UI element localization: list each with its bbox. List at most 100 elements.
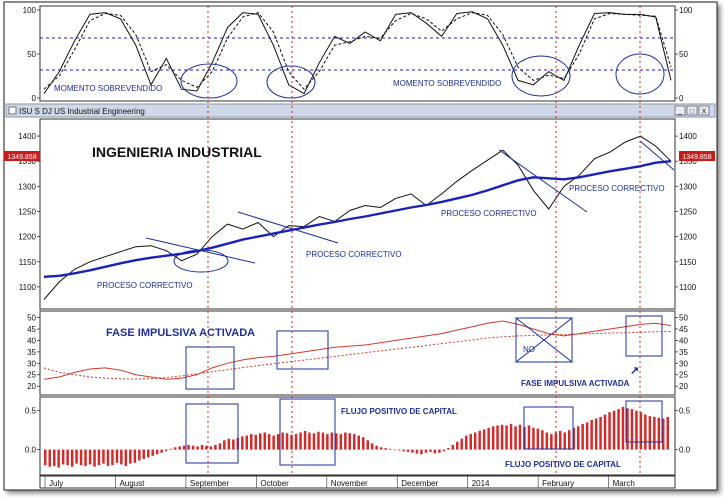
flow-bar xyxy=(57,449,60,468)
y-tick-label: 1300 xyxy=(679,182,697,191)
price-badge-left-text: 1349.858 xyxy=(7,154,36,161)
flow-bar xyxy=(53,449,56,466)
y-tick-label: 0 xyxy=(679,94,684,103)
flow-bar xyxy=(442,449,446,452)
flow-bar xyxy=(182,445,186,450)
titlebar-minimize-button[interactable]: _ xyxy=(674,105,686,116)
flow-bar xyxy=(209,446,213,450)
flow-bar xyxy=(303,430,307,450)
y-tick-label: 45 xyxy=(27,325,36,334)
flow-bar xyxy=(447,448,450,450)
impulse-box-1 xyxy=(185,346,235,390)
flow-bar xyxy=(433,449,437,454)
momentum-y-ticks-left: 0 50 100 xyxy=(23,6,40,103)
x-axis-strip xyxy=(39,475,676,489)
flow-bar xyxy=(384,448,387,450)
flow-bar xyxy=(388,448,392,450)
x-tick-label: March xyxy=(613,479,635,488)
flow-bar xyxy=(218,443,222,450)
y-tick-label: 1200 xyxy=(679,233,697,242)
y-tick-label: 100 xyxy=(23,6,37,15)
y-tick-label: 1100 xyxy=(19,283,37,292)
flow-bar xyxy=(509,423,513,450)
flow-bar xyxy=(344,432,347,450)
moving-average-line xyxy=(43,160,672,278)
corrective-label-1: PROCESO CORRECTIVO xyxy=(97,281,193,290)
momentum-annotation-2: MOMENTO SOBREVENDIDO xyxy=(393,79,501,88)
flow-bar xyxy=(514,426,517,450)
flow-bar xyxy=(330,432,334,450)
flow-bar xyxy=(196,446,199,450)
momentum-circle-1 xyxy=(180,63,238,99)
flow-bar xyxy=(496,425,499,450)
y-tick-label: 35 xyxy=(679,348,688,357)
price-series-line xyxy=(43,135,672,300)
y-tick-label: 1400 xyxy=(18,132,36,141)
y-tick-label: 1150 xyxy=(19,258,37,267)
flow-bar xyxy=(572,427,575,450)
flow-bar xyxy=(93,449,96,467)
flow-bar xyxy=(111,449,114,466)
flow-bar xyxy=(223,440,226,450)
y-tick-label: 30 xyxy=(27,359,36,368)
titlebar-maximize-button[interactable]: □ xyxy=(686,105,698,116)
flow-bar xyxy=(205,445,208,450)
x-tick-label: 2014 xyxy=(472,479,490,488)
impulse-no-label: NO xyxy=(523,345,535,354)
momentum-plot-area xyxy=(39,5,676,102)
titlebar-background xyxy=(5,103,716,118)
flow-label-1: FLUJO POSITIVO DE CAPITAL xyxy=(341,407,457,416)
flow-bar xyxy=(169,448,172,450)
y-tick-label: 50 xyxy=(679,314,688,323)
flow-bar xyxy=(44,449,47,466)
flow-bar xyxy=(102,449,105,464)
flow-bar xyxy=(563,432,566,450)
titlebar-close-button[interactable]: X xyxy=(698,105,710,116)
flow-bar xyxy=(178,446,181,450)
y-tick-label: 1250 xyxy=(18,208,36,217)
flow-bar xyxy=(473,432,477,450)
flow-bar xyxy=(164,449,168,452)
flow-bar xyxy=(577,426,580,450)
price-y-ticks-left: 1100 1150 1200 1250 1300 1350 1400 xyxy=(18,132,40,292)
flow-bar xyxy=(115,449,119,463)
flow-bar xyxy=(491,426,495,450)
y-tick-label: 1250 xyxy=(679,208,697,217)
x-axis: July August September October November Decemb… xyxy=(39,475,676,489)
momentum-circle-4 xyxy=(615,53,665,95)
flow-bar xyxy=(120,449,123,465)
flow-bar xyxy=(630,409,634,450)
flow-bar xyxy=(254,434,257,450)
y-tick-label: 0.5 xyxy=(25,407,37,416)
y-tick-label: 40 xyxy=(679,336,688,345)
flow-bar xyxy=(585,422,589,450)
flow-bar xyxy=(335,433,338,450)
flow-bar xyxy=(84,449,87,466)
flow-bar xyxy=(626,408,629,450)
flow-bar xyxy=(187,445,190,450)
flow-bar xyxy=(245,435,248,450)
flow-bar xyxy=(603,414,607,450)
y-tick-label: 1100 xyxy=(679,283,697,292)
y-tick-label: 1150 xyxy=(679,258,697,267)
y-tick-label: 35 xyxy=(27,348,36,357)
y-tick-label: 50 xyxy=(27,314,36,323)
y-tick-label: 1400 xyxy=(679,132,697,141)
flow-bar xyxy=(518,424,522,450)
trend-line-3 xyxy=(498,149,588,213)
flow-y-ticks-right: 0.0 0.5 xyxy=(675,407,691,455)
y-tick-label: 50 xyxy=(679,50,688,59)
flow-bar xyxy=(317,431,320,450)
y-tick-label: 0.5 xyxy=(679,407,691,416)
flow-bar xyxy=(75,449,78,464)
flow-bar xyxy=(639,412,643,450)
price-badge-right-text: 1349.858 xyxy=(682,154,711,161)
flow-bar xyxy=(357,435,360,450)
flow-bar xyxy=(151,449,154,456)
flow-bar xyxy=(61,449,65,465)
maximize-icon: □ xyxy=(690,109,695,116)
momentum-y-ticks-right: 0 50 100 xyxy=(675,6,693,103)
flow-bar xyxy=(285,433,289,450)
impulse-series-line xyxy=(43,320,672,380)
